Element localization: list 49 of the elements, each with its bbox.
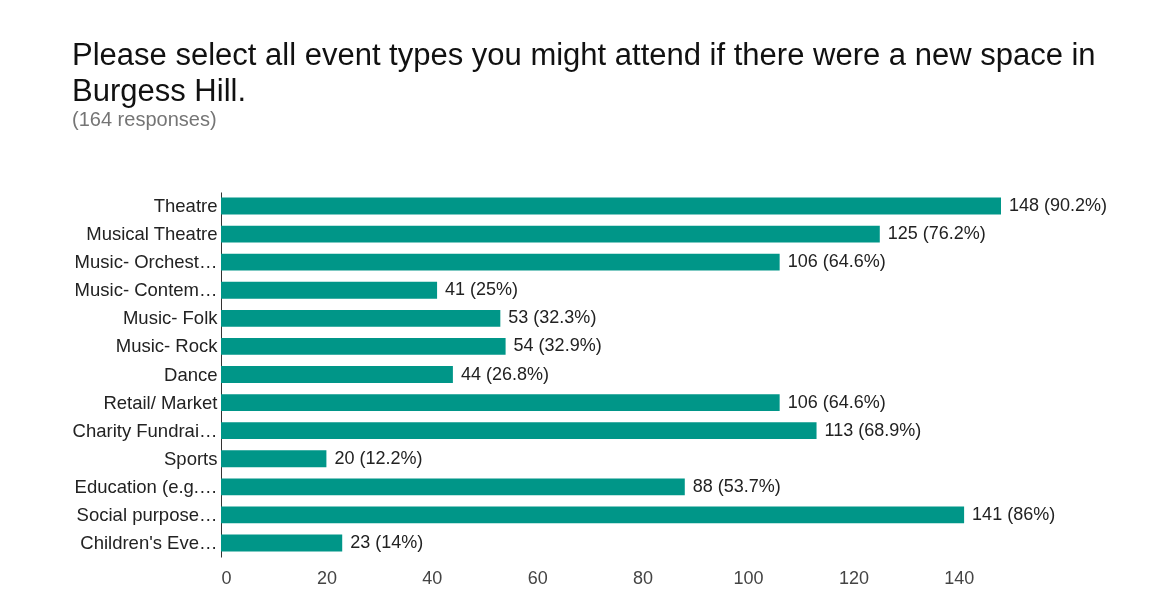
- bar: [221, 422, 817, 440]
- bar: [221, 253, 780, 271]
- x-tick-label: 60: [527, 567, 548, 588]
- y-tick-label: Musical Theatre: [86, 223, 218, 245]
- bar: [221, 309, 501, 327]
- x-tick-label: 20: [316, 567, 337, 588]
- data-label: 88 (53.7%): [692, 475, 781, 496]
- y-tick-label: Dance: [164, 363, 218, 385]
- bar: [221, 366, 453, 383]
- y-tick-label: Social purpose…: [76, 503, 218, 525]
- x-tick-label: 100: [733, 567, 764, 588]
- y-tick-label: Music- Contem…: [74, 279, 218, 301]
- data-label: 53 (32.3%): [508, 307, 597, 328]
- data-label: 106 (64.6%): [787, 251, 886, 272]
- data-label: 20 (12.2%): [334, 447, 423, 468]
- y-tick-label: Music- Folk: [122, 307, 219, 329]
- data-label: 44 (26.8%): [460, 363, 549, 384]
- data-label: 23 (14%): [350, 531, 424, 552]
- x-tick-label: 80: [633, 567, 654, 588]
- chart-title: Please select all event types you might attend if there were a new space in Burgess Hill.: [72, 37, 1096, 108]
- bar: [221, 450, 327, 468]
- data-label: 113 (68.9%): [824, 419, 922, 440]
- bar: [221, 281, 438, 299]
- data-label: 54 (32.9%): [513, 335, 602, 356]
- y-tick-label: Children's Eve…: [80, 531, 218, 553]
- x-tick-label: 40: [422, 567, 443, 588]
- data-label: 148 (90.2%): [1009, 195, 1108, 216]
- x-tick-label: 120: [838, 567, 869, 588]
- data-label: 141 (86%): [972, 503, 1056, 524]
- y-tick-label: Charity Fundrai…: [72, 419, 218, 441]
- bar: [221, 225, 880, 243]
- data-label: 125 (76.2%): [887, 223, 986, 244]
- y-tick-label: Retail/ Market: [103, 391, 218, 413]
- bar: [221, 534, 343, 552]
- bar: [221, 197, 1001, 215]
- bar: [221, 506, 965, 524]
- y-tick-label: Music- Rock: [115, 335, 219, 357]
- bar: [221, 338, 506, 355]
- bar: [221, 478, 685, 496]
- data-label: 41 (25%): [445, 279, 519, 300]
- data-label: 106 (64.6%): [787, 391, 886, 412]
- x-tick-label: 140: [944, 567, 975, 588]
- chart-subtitle: (164 responses): [72, 108, 217, 130]
- y-tick-label: Theatre: [153, 195, 218, 217]
- y-tick-label: Sports: [164, 447, 218, 469]
- y-tick-label: Music- Orchest…: [74, 251, 218, 273]
- bar: [221, 394, 780, 411]
- x-tick-label: 0: [221, 567, 232, 588]
- y-tick-label: Education (e.g.…: [74, 475, 218, 497]
